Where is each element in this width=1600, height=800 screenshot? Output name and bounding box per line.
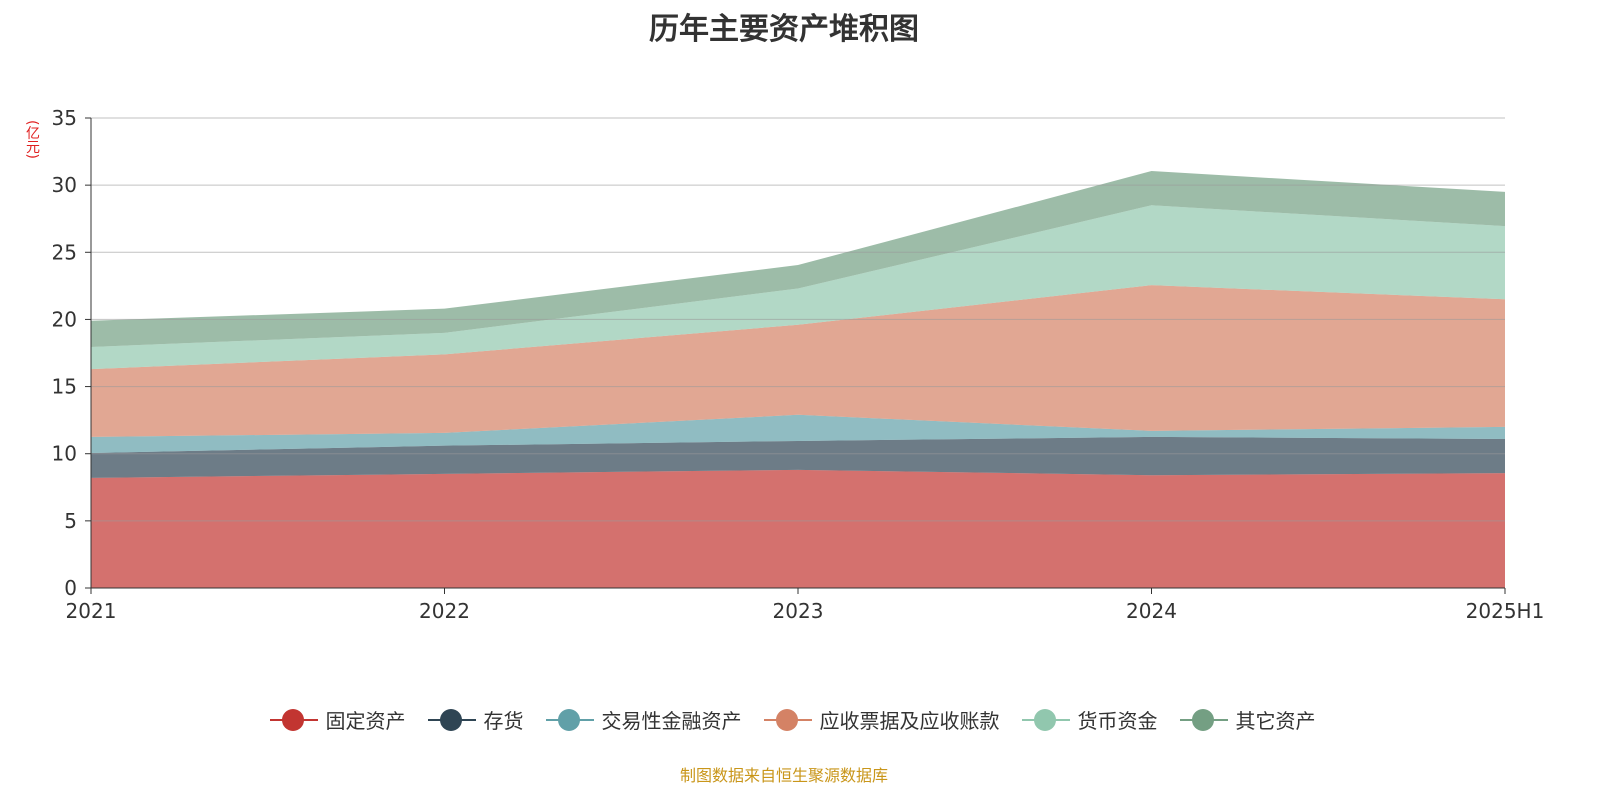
y-tick-label: 25: [52, 240, 77, 264]
y-tick-label: 20: [52, 307, 77, 331]
area-series-2: [91, 414, 1505, 454]
area-series-4: [91, 205, 1505, 370]
legend-marker-icon: [1021, 708, 1070, 732]
legend-marker-icon: [763, 708, 812, 732]
legend-marker-icon: [427, 708, 476, 732]
y-tick-label: 35: [52, 106, 77, 130]
legend-item-2[interactable]: 交易性金融资产: [545, 705, 742, 734]
legend-marker-icon: [269, 708, 318, 732]
legend: 固定资产 存货 交易性金融资产 应收票据及应收账款 货币资金 其它资产: [0, 705, 1585, 734]
legend-label: 应收票据及应收账款: [819, 709, 1000, 733]
y-tick-label: 5: [64, 509, 77, 533]
legend-marker-icon: [1179, 708, 1228, 732]
x-tick-label: 2021: [66, 599, 117, 623]
legend-item-4[interactable]: 货币资金: [1021, 705, 1158, 734]
x-tick-label: 2022: [419, 599, 470, 623]
legend-item-0[interactable]: 固定资产: [269, 705, 406, 734]
legend-item-3[interactable]: 应收票据及应收账款: [763, 705, 1000, 734]
area-series-0: [91, 469, 1505, 588]
area-series-5: [91, 171, 1505, 347]
x-tick-label: 2025H1: [1466, 599, 1545, 623]
stacked-area-chart: 0 5 10 15 20 25 30 35 2021 2022 2023 2024 2025H1: [52, 106, 1545, 623]
y-axis-unit: (亿元): [24, 120, 40, 159]
legend-marker-icon: [545, 708, 594, 732]
area-series-3: [91, 285, 1505, 437]
legend-label: 固定资产: [325, 709, 406, 733]
legend-label: 货币资金: [1077, 709, 1158, 733]
area-series-1: [91, 436, 1505, 478]
legend-item-1[interactable]: 存货: [427, 705, 524, 734]
y-tick-label: 15: [52, 375, 77, 399]
y-tick-label: 10: [52, 442, 77, 466]
data-source-note: 制图数据来自恒生聚源数据库: [679, 766, 888, 785]
legend-item-5[interactable]: 其它资产: [1179, 705, 1316, 734]
y-tick-label: 0: [64, 576, 77, 600]
y-tick-label: 30: [52, 173, 77, 197]
legend-label: 存货: [483, 709, 524, 733]
legend-label: 其它资产: [1235, 709, 1316, 733]
legend-label: 交易性金融资产: [601, 709, 742, 733]
chart-title: 历年主要资产堆积图: [649, 12, 919, 47]
x-tick-label: 2023: [773, 599, 824, 623]
x-tick-label: 2024: [1126, 599, 1177, 623]
